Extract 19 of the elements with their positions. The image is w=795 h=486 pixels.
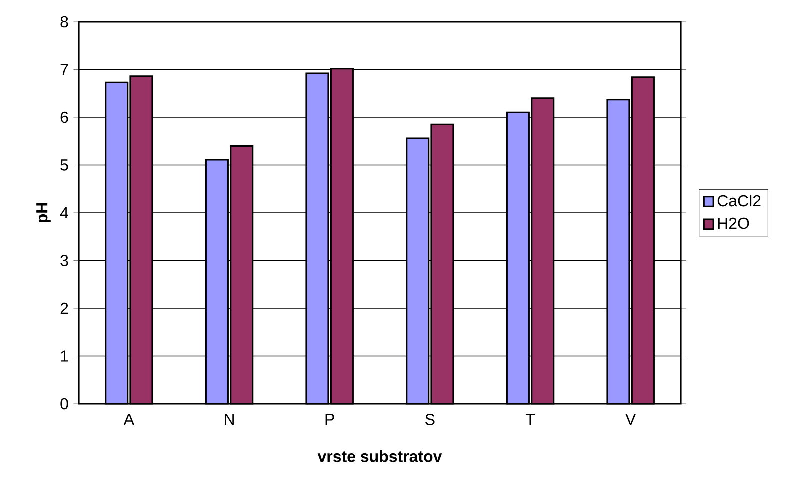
y-tick-label: 5 [60,160,68,171]
y-tick-label: 1 [61,350,68,362]
x-tick-label: T [526,414,536,426]
y-axis-title: pH [36,203,51,223]
y-tick-label: 6 [60,112,68,124]
y-tick-label: 8 [60,16,68,28]
x-tick-label: A [124,414,134,426]
y-tick-label: 3 [60,255,68,266]
y-tick-label: 4 [60,208,68,219]
y-tick-label: 0 [60,398,68,410]
x-tick-label: P [326,414,334,426]
legend-label: CaCl2 [718,194,761,207]
x-tick-label: N [225,414,234,426]
x-axis-title: vrste substratov [318,450,442,462]
x-tick-label: S [426,414,435,426]
y-tick-label: 2 [60,302,68,314]
x-tick-label: V [626,414,636,426]
legend-label: H2O [718,218,750,230]
y-tick-label: 7 [60,64,68,76]
